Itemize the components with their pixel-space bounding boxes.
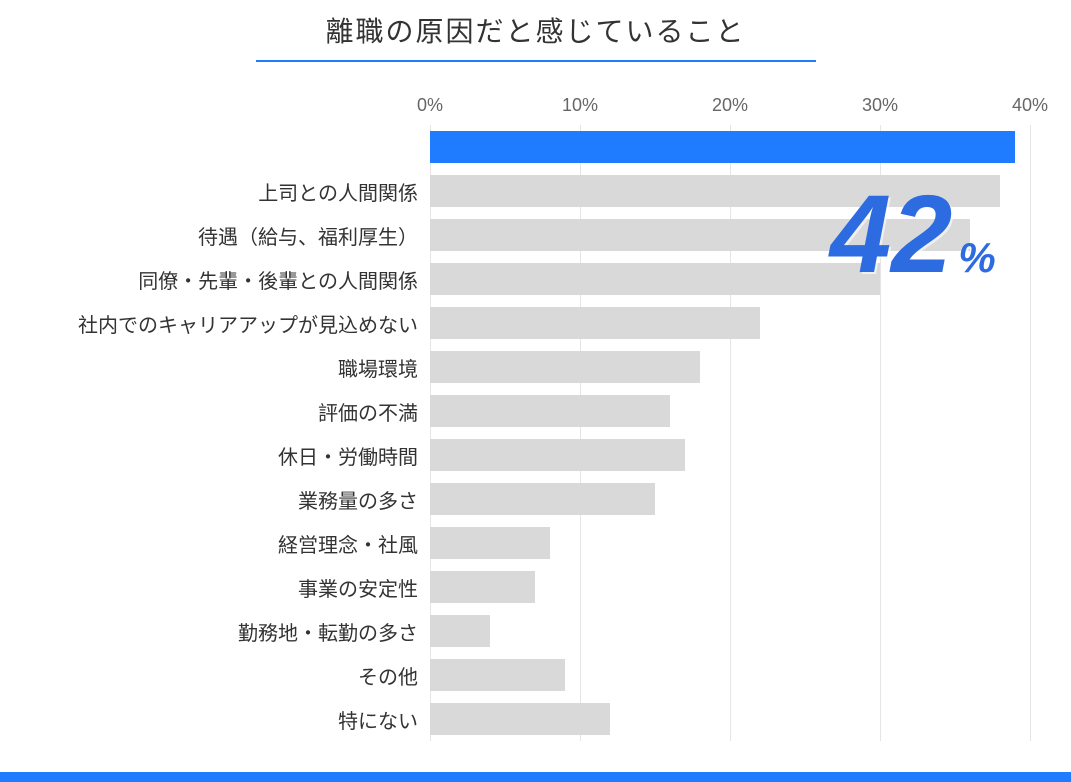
- bar-cell: [430, 125, 1060, 169]
- bar-label: 職場環境: [10, 353, 430, 382]
- x-axis-tick-label: 0%: [417, 95, 443, 116]
- title-block: 離職の原因だと感じていること: [0, 10, 1071, 62]
- bar-highlighted: [430, 131, 1015, 163]
- chart-title: 離職の原因だと感じていること: [325, 10, 745, 60]
- bar: [430, 703, 610, 735]
- bar-label: 評価の不満: [10, 397, 430, 426]
- bar-row: 休日・労働時間: [10, 433, 1060, 477]
- bar-cell: [430, 609, 1060, 653]
- bar-label: 経営理念・社風: [10, 529, 430, 558]
- bar: [430, 571, 535, 603]
- bar-label: 休日・労働時間: [10, 441, 430, 470]
- bar-label: 勤務地・転勤の多さ: [10, 617, 430, 646]
- bar-row: 社内でのキャリアアップが見込めない: [10, 301, 1060, 345]
- x-axis-labels: 0% 10% 20% 30% 40%: [10, 95, 1060, 125]
- bar-row: 事業の安定性: [10, 565, 1060, 609]
- bar-cell: [430, 345, 1060, 389]
- x-axis-tick-label: 10%: [562, 95, 598, 116]
- bar-cell: [430, 697, 1060, 741]
- bar: [430, 483, 655, 515]
- bar-row: 経営理念・社風: [10, 521, 1060, 565]
- bar-label: 上司との人間関係: [10, 177, 430, 206]
- title-underline: [256, 60, 816, 62]
- bar-row: その他: [10, 653, 1060, 697]
- bar-row: 評価の不満: [10, 389, 1060, 433]
- bar-cell: [430, 565, 1060, 609]
- callout-number: 42 %: [830, 180, 996, 290]
- bar-cell: [430, 301, 1060, 345]
- bar-label: 業務量の多さ: [10, 485, 430, 514]
- callout-suffix: %: [958, 234, 995, 282]
- bar: [430, 307, 760, 339]
- bar: [430, 615, 490, 647]
- bar-row: 業務量の多さ: [10, 477, 1060, 521]
- x-axis-tick-label: 30%: [862, 95, 898, 116]
- x-axis-tick-label: 20%: [712, 95, 748, 116]
- bar-cell: [430, 521, 1060, 565]
- bar-label: 待遇（給与、福利厚生）: [10, 221, 430, 250]
- bar-label: 同僚・先輩・後輩との人間関係: [10, 265, 430, 294]
- chart-container: 離職の原因だと感じていること 0% 10% 20% 30% 40% 業務内容とのミスマッ…: [0, 0, 1071, 782]
- bar-cell: [430, 653, 1060, 697]
- bar: [430, 439, 685, 471]
- bar-label: その他: [10, 661, 430, 690]
- bottom-accent-bar: [0, 772, 1071, 782]
- callout-value: 42: [830, 180, 952, 290]
- bar-cell: [430, 433, 1060, 477]
- bar-row: 業務内容とのミスマッチ: [10, 125, 1060, 169]
- bar-label: 事業の安定性: [10, 573, 430, 602]
- bar: [430, 659, 565, 691]
- bar: [430, 263, 880, 295]
- bar: [430, 527, 550, 559]
- bar-label: 社内でのキャリアアップが見込めない: [10, 309, 430, 338]
- bar-row: 勤務地・転勤の多さ: [10, 609, 1060, 653]
- bar-row: 職場環境: [10, 345, 1060, 389]
- bar: [430, 351, 700, 383]
- bar-cell: [430, 389, 1060, 433]
- bar: [430, 395, 670, 427]
- x-axis-tick-label: 40%: [1012, 95, 1048, 116]
- bar-cell: [430, 477, 1060, 521]
- bar-row: 特にない: [10, 697, 1060, 741]
- bar-label: 特にない: [10, 705, 430, 734]
